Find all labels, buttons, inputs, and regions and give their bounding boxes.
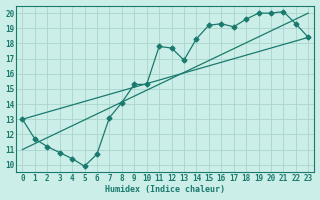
X-axis label: Humidex (Indice chaleur): Humidex (Indice chaleur)	[105, 185, 225, 194]
